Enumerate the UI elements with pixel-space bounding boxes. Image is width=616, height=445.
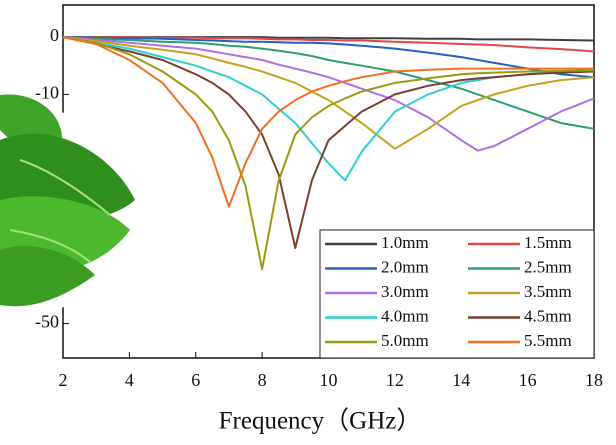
x-tick-label: 10	[320, 370, 338, 390]
legend-label: 5.0mm	[381, 331, 429, 350]
spinach-image	[0, 94, 140, 310]
x-tick-label: 18	[585, 370, 603, 390]
x-tick-label: 16	[519, 370, 537, 390]
legend-label: 3.5mm	[524, 282, 572, 301]
legend-label: 3.0mm	[381, 282, 429, 301]
series-line	[62, 36, 595, 249]
x-axis-title: Frequency（GHz）	[219, 407, 422, 435]
legend-label: 2.5mm	[524, 257, 572, 276]
series-line	[62, 36, 594, 208]
y-tick-label: -10	[35, 83, 59, 103]
legend-label: 4.5mm	[524, 306, 572, 325]
series-line	[62, 36, 595, 130]
x-tick-label: 4	[125, 370, 134, 390]
x-tick-label: 2	[59, 370, 68, 390]
x-tick-label: 12	[386, 370, 404, 390]
legend-label: 1.5mm	[524, 233, 572, 252]
series-line	[62, 36, 595, 182]
series-line	[62, 36, 595, 271]
legend-label: 1.0mm	[381, 233, 429, 252]
x-tick-label: 14	[452, 370, 470, 390]
series-line	[63, 36, 595, 53]
series-line	[62, 36, 595, 79]
y-tick-label: 0	[50, 25, 59, 45]
legend: 1.0mm 1.5mm 2.0mm 2.5mm 3.0mm 3.5mm 4.0mm 4.5mm…	[319, 229, 595, 359]
x-tick-label: 8	[258, 370, 267, 390]
legend-label: 5.5mm	[524, 331, 572, 350]
x-tick-label: 6	[191, 370, 200, 390]
series-line	[62, 36, 595, 152]
plot-area: 2 4 6 8 10 12 14 16 18 0 -10 -50	[35, 4, 603, 390]
legend-label: 2.0mm	[381, 257, 429, 276]
y-tick-label: -50	[35, 312, 59, 332]
legend-label: 4.0mm	[381, 306, 429, 325]
